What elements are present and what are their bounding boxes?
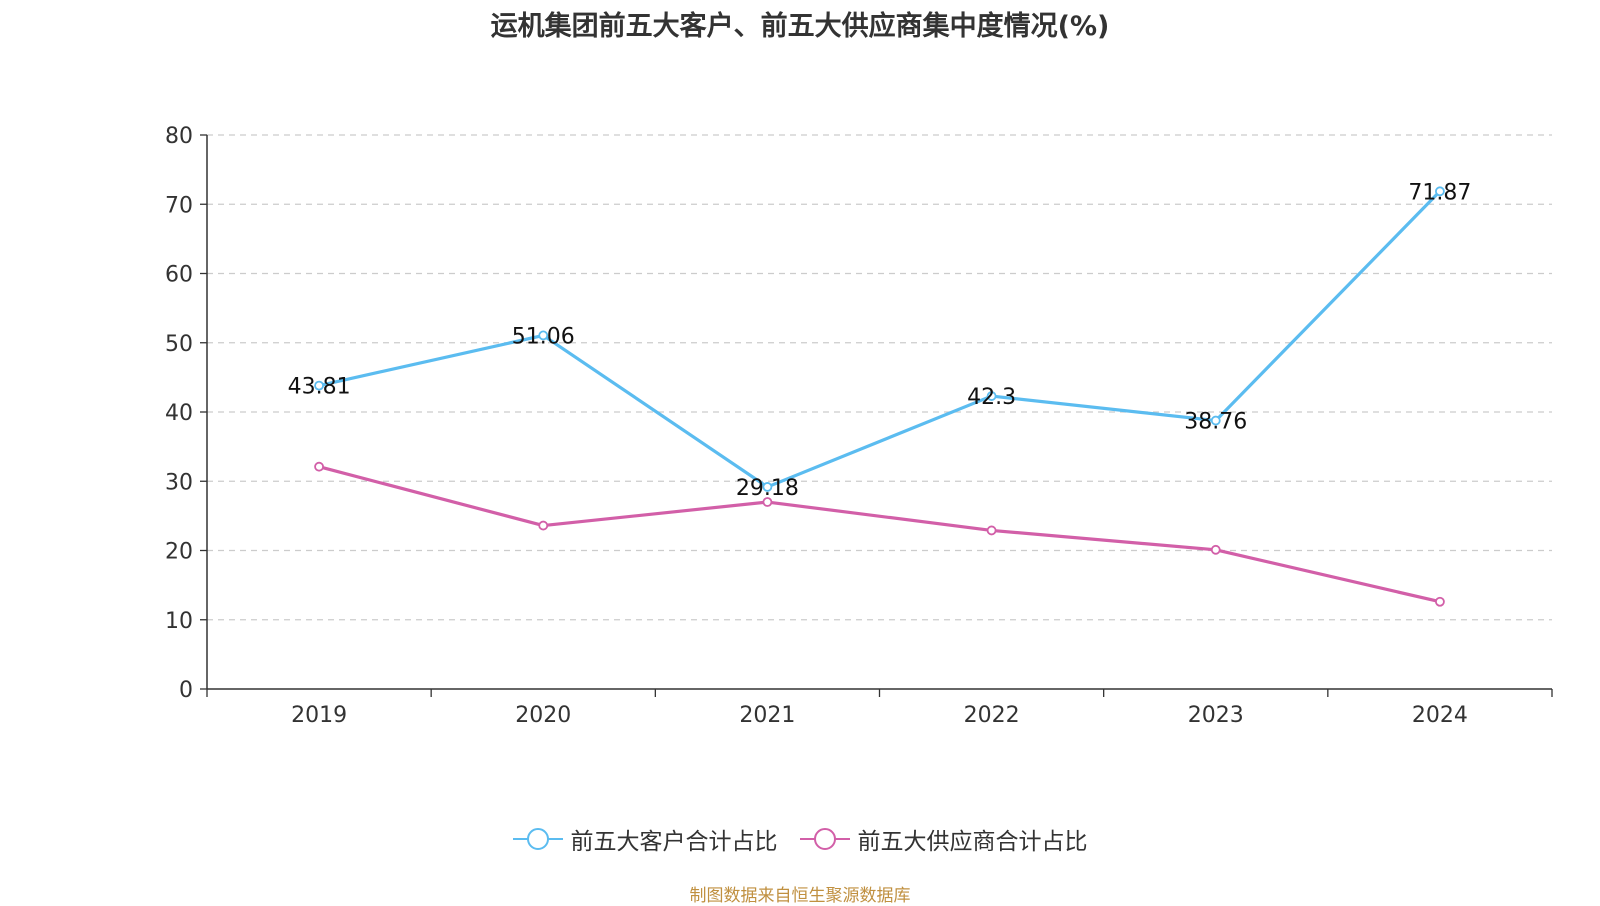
x-tick-label: 2020 [515, 703, 571, 728]
axes: 0 10 20 30 40 50 60 70 80 2019 2020 2021 2022 2023 202… [165, 124, 1553, 728]
y-tick-label: 20 [165, 540, 193, 565]
data-point [538, 330, 549, 341]
data-point [538, 520, 549, 531]
legend-marker-suppliers [799, 828, 850, 850]
data-point [762, 482, 773, 492]
series-line [318, 190, 1442, 489]
series-1 [314, 461, 1445, 607]
data-point [762, 497, 773, 507]
legend-label-customers: 前五大客户合计占比 [570, 829, 778, 855]
data-point [314, 461, 324, 472]
data-label: 29.18 [736, 476, 799, 501]
series [314, 186, 1445, 607]
y-tick-label: 70 [165, 193, 193, 218]
x-tick-label: 2021 [739, 703, 795, 728]
data-point [986, 391, 997, 401]
data-label: 43.81 [288, 375, 351, 400]
data-point [1210, 544, 1221, 555]
y-tick-label: 30 [165, 470, 193, 495]
chart-title: 运机集团前五大客户、前五大供应商集中度情况(%) [490, 11, 1110, 42]
y-tick-label: 10 [165, 609, 193, 634]
source-note: 制图数据来自恒生聚源数据库 [689, 886, 911, 906]
data-labels: 43.81 51.06 29.18 42.3 38.76 71.87 [288, 180, 1472, 501]
legend-item-customers[interactable]: 前五大客户合计占比 [512, 822, 778, 856]
data-point [1210, 415, 1221, 426]
data-point [1435, 186, 1445, 197]
legend: 前五大客户合计占比 前五大供应商合计占比 [0, 822, 1600, 856]
y-tick-label: 60 [165, 263, 193, 288]
x-tick-label: 2019 [291, 703, 347, 728]
y-tick-label: 80 [165, 124, 193, 149]
data-label: 38.76 [1184, 410, 1247, 435]
data-label: 51.06 [512, 324, 575, 349]
legend-marker-customers [512, 828, 563, 850]
series-line [318, 465, 1441, 604]
data-point [1435, 596, 1445, 607]
data-point [986, 525, 997, 536]
series-0 [314, 186, 1445, 492]
legend-label-suppliers: 前五大供应商合计占比 [857, 829, 1088, 855]
data-label: 42.3 [967, 385, 1016, 410]
legend-item-suppliers[interactable]: 前五大供应商合计占比 [799, 822, 1088, 856]
y-tick-label: 50 [165, 332, 193, 357]
data-label: 71.87 [1408, 180, 1471, 205]
data-point [314, 380, 324, 391]
x-tick-label: 2024 [1412, 703, 1468, 728]
y-tick-label: 40 [165, 401, 193, 426]
gridlines [207, 134, 1552, 621]
x-tick-label: 2023 [1188, 703, 1244, 728]
y-tick-label: 0 [179, 678, 193, 703]
x-tick-label: 2022 [964, 703, 1020, 728]
